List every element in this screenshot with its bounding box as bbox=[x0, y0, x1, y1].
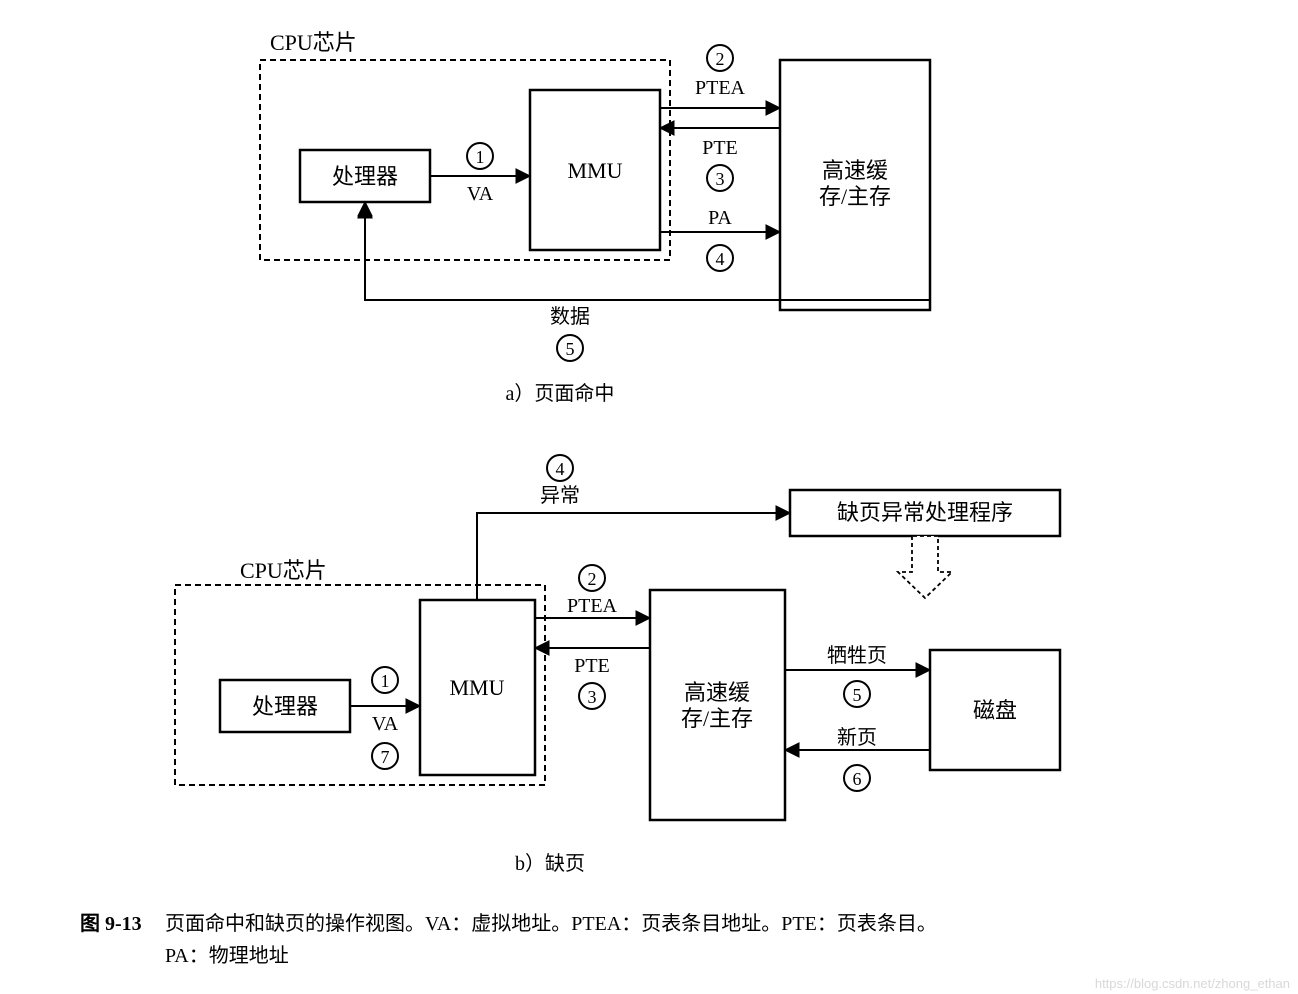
subtitle-b: b）缺页 bbox=[515, 852, 585, 875]
svg-text:7: 7 bbox=[381, 747, 390, 767]
circle-4: 4 bbox=[707, 245, 733, 271]
cache-label-b-line1: 高速缓 bbox=[684, 680, 750, 705]
caption-line1: 页面命中和缺页的操作视图。VA：虚拟地址。PTEA：页表条目地址。PTE：页表条… bbox=[165, 912, 937, 935]
mmu-label: MMU bbox=[567, 158, 622, 183]
cache-label-line1: 高速缓 bbox=[822, 158, 888, 183]
pte-label-b: PTE bbox=[574, 655, 610, 677]
newpage-label: 新页 bbox=[837, 726, 877, 749]
cache-label-line2: 存/主存 bbox=[819, 184, 891, 209]
mmu-label-b: MMU bbox=[449, 675, 504, 700]
svg-text:1: 1 bbox=[476, 147, 485, 167]
fault-handler-label: 缺页异常处理程序 bbox=[837, 500, 1013, 525]
diagram-b-page-fault: CPU芯片 处理器 MMU 高速缓 存/主存 磁盘 缺页异常处理程序 1 VA … bbox=[175, 455, 1060, 875]
svg-text:3: 3 bbox=[716, 169, 725, 189]
circle-4b: 4 bbox=[547, 455, 573, 481]
subtitle-a: a）页面命中 bbox=[506, 382, 615, 405]
svg-text:4: 4 bbox=[716, 249, 725, 269]
cpu-chip-label-b: CPU芯片 bbox=[240, 558, 327, 583]
svg-text:1: 1 bbox=[381, 671, 390, 691]
va-label-b: VA bbox=[372, 713, 399, 735]
pte-label: PTE bbox=[702, 137, 738, 159]
ptea-label: PTEA bbox=[695, 77, 746, 99]
cpu-chip-label: CPU芯片 bbox=[270, 30, 357, 55]
cache-box-b bbox=[650, 590, 785, 820]
svg-text:6: 6 bbox=[853, 769, 862, 789]
svg-text:3: 3 bbox=[588, 687, 597, 707]
ptea-label-b: PTEA bbox=[567, 595, 618, 617]
svg-text:4: 4 bbox=[556, 459, 565, 479]
circle-7b: 7 bbox=[372, 743, 398, 769]
handler-hollow-arrow bbox=[898, 536, 952, 598]
cache-label-b-line2: 存/主存 bbox=[681, 706, 753, 731]
circle-3b: 3 bbox=[579, 683, 605, 709]
svg-text:5: 5 bbox=[566, 339, 575, 359]
caption-label: 图 9-13 bbox=[80, 912, 142, 935]
circle-3: 3 bbox=[707, 165, 733, 191]
disk-label: 磁盘 bbox=[973, 698, 1017, 723]
caption-line2: PA：物理地址 bbox=[165, 944, 289, 967]
circle-1: 1 bbox=[467, 143, 493, 169]
diagram-a-page-hit: CPU芯片 处理器 MMU 高速缓 存/主存 1 VA 2 PTEA PTE 3 bbox=[260, 30, 930, 405]
svg-text:2: 2 bbox=[588, 569, 597, 589]
pa-label: PA bbox=[708, 207, 732, 229]
watermark: https://blog.csdn.net/zhong_ethan bbox=[1095, 976, 1290, 991]
svg-text:5: 5 bbox=[853, 685, 862, 705]
circle-5: 5 bbox=[557, 335, 583, 361]
svg-text:2: 2 bbox=[716, 49, 725, 69]
data-label: 数据 bbox=[550, 305, 590, 328]
circle-5b: 5 bbox=[844, 681, 870, 707]
circle-6b: 6 bbox=[844, 765, 870, 791]
victim-label: 牺牲页 bbox=[827, 644, 887, 667]
circle-2: 2 bbox=[707, 45, 733, 71]
processor-label-b: 处理器 bbox=[252, 694, 318, 719]
circle-1b: 1 bbox=[372, 667, 398, 693]
edge-exception bbox=[477, 513, 790, 600]
processor-label: 处理器 bbox=[332, 164, 398, 189]
va-label: VA bbox=[467, 183, 494, 205]
exception-label: 异常 bbox=[540, 484, 580, 507]
circle-2b: 2 bbox=[579, 565, 605, 591]
